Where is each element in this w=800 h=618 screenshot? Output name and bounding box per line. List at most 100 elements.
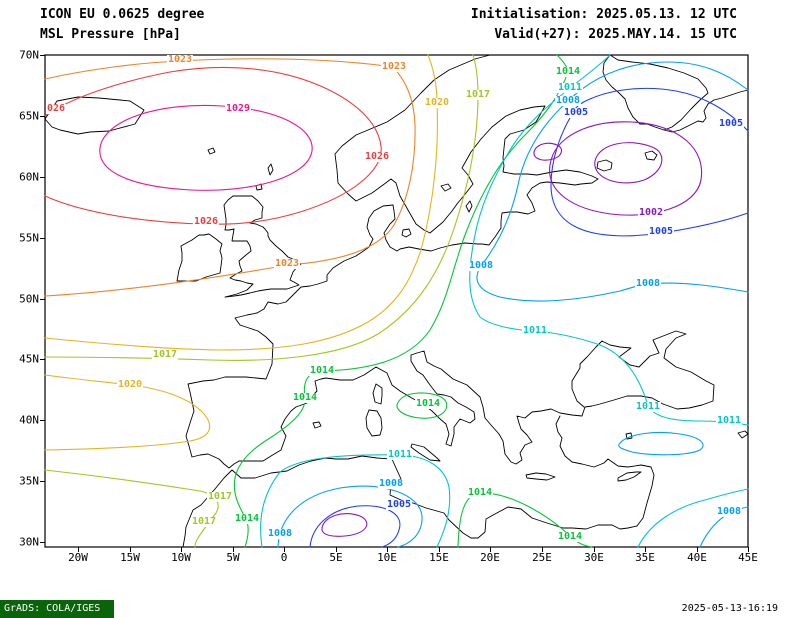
contour-label-1014: 1014 — [466, 487, 494, 498]
lon-tick-label: 5W — [226, 551, 240, 564]
lon-tick-label: 0 — [280, 551, 288, 564]
lon-tick-mark — [490, 547, 491, 552]
lon-tick-mark — [233, 547, 234, 552]
lon-tick-mark — [78, 547, 79, 552]
lat-tick-label: 35N — [19, 474, 39, 488]
contour-1026 — [44, 66, 382, 225]
island-sardinia — [365, 409, 383, 437]
contour-label-1017: 1017 — [190, 516, 218, 527]
contour-label-1023: 1023 — [273, 258, 301, 269]
lon-tick-mark — [594, 547, 595, 552]
lake-van — [737, 430, 749, 439]
contour-label-1014: 1014 — [308, 365, 336, 376]
contour-label-1005: 1005 — [647, 226, 675, 237]
contour-1014-italy-loop — [396, 392, 448, 419]
contour-label-1020: 1020 — [423, 97, 451, 108]
coastline-archangel — [663, 89, 749, 133]
contour-label-1005: 1005 — [385, 499, 413, 510]
lon-tick-label: 20W — [68, 551, 88, 564]
contour-label-1008: 1008 — [554, 95, 582, 106]
contour-label-1005: 1005 — [717, 118, 745, 129]
lon-tick-mark — [181, 547, 182, 552]
run-info-block: Initialisation: 2025.05.13. 12 UTC Valid(… — [471, 5, 737, 45]
island-sicily — [410, 443, 441, 462]
map-frame — [44, 54, 749, 548]
contour-label-1008: 1008 — [467, 260, 495, 271]
contour-1023 — [44, 58, 416, 297]
island-mallorca — [312, 421, 322, 429]
contour-label-1011: 1011 — [715, 415, 743, 426]
lat-tick-mark — [40, 481, 45, 482]
lon-tick-mark — [336, 547, 337, 552]
coastlines — [44, 54, 749, 548]
field-name: MSL Pressure [hPa] — [40, 27, 181, 42]
coastline-kola-white-sea — [602, 54, 709, 131]
island-faroe — [207, 147, 216, 155]
contour-1017-morocco — [44, 469, 219, 548]
coastline-ireland — [176, 233, 223, 282]
lat-tick-mark — [40, 299, 45, 300]
grads-credit-text: GrADS: COLA/IGES — [4, 603, 101, 614]
pressure-contours — [44, 54, 749, 548]
lat-tick-mark — [40, 177, 45, 178]
lon-tick-label: 20E — [480, 551, 500, 564]
lat-tick-label: 70N — [19, 48, 39, 62]
lat-tick-mark — [40, 359, 45, 360]
contour-label-1023: 1023 — [380, 61, 408, 72]
model-title-block: ICON EU 0.0625 degree MSL Pressure [hPa] — [40, 5, 204, 45]
lat-tick-label: 60N — [19, 170, 39, 184]
contour-label-1017: 1017 — [151, 349, 179, 360]
lon-tick-label: 25E — [532, 551, 552, 564]
coastline-turkey-africa — [182, 415, 655, 548]
lat-tick-mark — [40, 116, 45, 117]
contour-1011-se — [637, 488, 749, 548]
contour-label-1023: 1023 — [166, 54, 194, 65]
contour-label-1002: 1002 — [637, 207, 665, 218]
contour-label-1008: 1008 — [266, 528, 294, 539]
contour-label-1020: 1020 — [116, 379, 144, 390]
contour-1002-baltic — [533, 142, 562, 161]
contour-label-1011: 1011 — [556, 82, 584, 93]
contour-label-1014: 1014 — [233, 513, 261, 524]
contour-1011-africa — [260, 454, 451, 548]
contour-1002-russia — [549, 121, 703, 216]
lat-tick-mark — [40, 238, 45, 239]
lat-tick-mark — [40, 55, 45, 56]
island-shetland — [267, 163, 274, 176]
lon-tick-label: 40E — [687, 551, 707, 564]
contour-1020-azores-ridge — [44, 374, 211, 451]
lat-tick-label: 50N — [19, 292, 39, 306]
lon-tick-mark — [284, 547, 285, 552]
contour-1029 — [99, 104, 313, 191]
lat-tick-label: 45N — [19, 352, 39, 366]
contour-label-1026: 1026 — [363, 151, 391, 162]
creation-timestamp: 2025-05-13-16:19 — [681, 603, 778, 614]
lake-vanern — [440, 183, 452, 192]
lon-tick-mark — [645, 547, 646, 552]
contour-label-1026: 1026 — [192, 216, 220, 227]
lon-tick-mark — [542, 547, 543, 552]
lake-onega — [644, 150, 658, 161]
model-name: ICON EU 0.0625 degree — [40, 7, 205, 22]
lon-tick-mark — [439, 547, 440, 552]
island-zealand — [401, 228, 412, 238]
contour-1011-main — [469, 54, 749, 426]
contour-1020-north — [44, 54, 438, 351]
contour-label-1008: 1008 — [634, 278, 662, 289]
lon-tick-label: 35E — [635, 551, 655, 564]
contour-label-1014: 1014 — [414, 398, 442, 409]
lon-tick-label: 5E — [329, 551, 343, 564]
contour-1002-russia-inner — [594, 142, 663, 184]
contour-label-1014: 1014 — [291, 392, 319, 403]
contour-label-1014: 1014 — [556, 531, 584, 542]
lon-tick-label: 30E — [584, 551, 604, 564]
contour-label-1008: 1008 — [715, 506, 743, 517]
contour-label-1014: 1014 — [554, 66, 582, 77]
contour-label-1011: 1011 — [521, 325, 549, 336]
lon-tick-label: 45E — [738, 551, 758, 564]
lat-tick-mark — [40, 420, 45, 421]
lat-tick-label: 30N — [19, 535, 39, 549]
contour-label-1005: 1005 — [562, 107, 590, 118]
lon-tick-mark — [130, 547, 131, 552]
